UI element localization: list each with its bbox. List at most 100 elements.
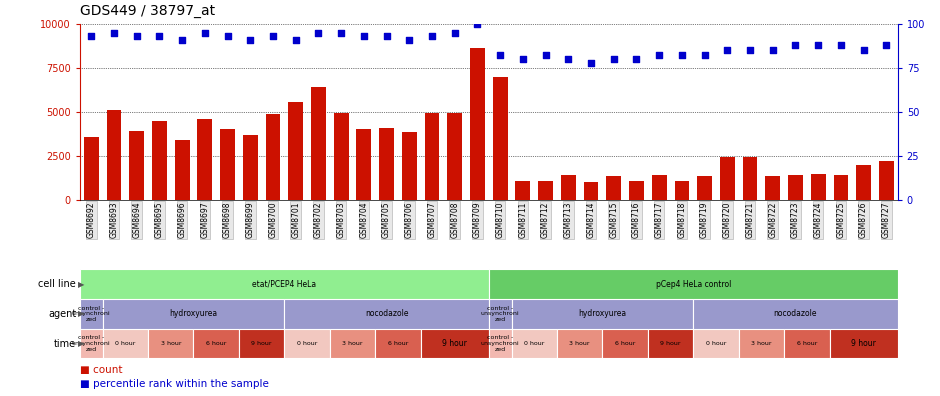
Text: ■ percentile rank within the sample: ■ percentile rank within the sample xyxy=(80,379,269,388)
Point xyxy=(584,59,599,66)
Bar xyxy=(879,161,894,200)
Text: control -
unsynchroni
zed: control - unsynchroni zed xyxy=(72,306,111,322)
Text: hydroxyurea: hydroxyurea xyxy=(578,309,626,318)
Text: 6 hour: 6 hour xyxy=(796,341,817,346)
Text: 9 hour: 9 hour xyxy=(660,341,681,346)
Text: GSM8709: GSM8709 xyxy=(473,201,482,238)
Text: GSM8717: GSM8717 xyxy=(654,201,664,238)
Bar xyxy=(739,329,784,358)
Text: 3 hour: 3 hour xyxy=(751,341,772,346)
Bar xyxy=(743,157,758,200)
Point xyxy=(879,42,894,48)
Point xyxy=(356,33,371,39)
Text: GSM8694: GSM8694 xyxy=(133,201,141,238)
Text: GSM8723: GSM8723 xyxy=(791,201,800,238)
Point xyxy=(265,33,280,39)
Text: GSM8722: GSM8722 xyxy=(768,201,777,238)
Bar xyxy=(651,175,666,200)
Bar xyxy=(334,113,349,200)
Bar xyxy=(311,87,326,200)
Bar xyxy=(356,129,371,200)
Text: ■ count: ■ count xyxy=(80,365,122,375)
Text: 3 hour: 3 hour xyxy=(342,341,363,346)
Text: GSM8718: GSM8718 xyxy=(678,201,686,238)
Text: ▶: ▶ xyxy=(78,339,85,348)
Bar xyxy=(421,329,489,358)
Text: ▶: ▶ xyxy=(78,280,85,289)
Bar xyxy=(102,299,285,329)
Text: 6 hour: 6 hour xyxy=(387,341,408,346)
Bar xyxy=(829,329,898,358)
Bar xyxy=(239,329,284,358)
Text: GSM8699: GSM8699 xyxy=(245,201,255,238)
Point xyxy=(697,52,713,59)
Text: ▶: ▶ xyxy=(78,309,85,318)
Text: 9 hour: 9 hour xyxy=(852,339,876,348)
Text: GSM8703: GSM8703 xyxy=(337,201,346,238)
Point xyxy=(243,36,258,43)
Bar xyxy=(197,119,212,200)
Point xyxy=(629,56,644,62)
Bar xyxy=(693,329,739,358)
Point xyxy=(334,29,349,36)
Bar xyxy=(511,329,556,358)
Bar xyxy=(834,175,848,200)
Point xyxy=(129,33,144,39)
Bar xyxy=(285,299,489,329)
Bar xyxy=(811,173,825,200)
Text: 6 hour: 6 hour xyxy=(615,341,635,346)
Point xyxy=(493,52,508,59)
Bar xyxy=(693,299,898,329)
Point xyxy=(470,21,485,27)
Text: GSM8701: GSM8701 xyxy=(291,201,300,238)
Text: 9 hour: 9 hour xyxy=(443,339,467,348)
Bar xyxy=(697,176,712,200)
Bar xyxy=(425,113,439,200)
Text: GSM8714: GSM8714 xyxy=(587,201,596,238)
Text: GSM8698: GSM8698 xyxy=(223,201,232,238)
Bar xyxy=(489,269,898,299)
Bar xyxy=(80,329,102,358)
Text: GSM8693: GSM8693 xyxy=(109,201,118,238)
Bar xyxy=(80,269,489,299)
Text: nocodazole: nocodazole xyxy=(774,309,817,318)
Text: GSM8704: GSM8704 xyxy=(359,201,368,238)
Bar xyxy=(194,329,239,358)
Bar xyxy=(629,181,644,200)
Text: GSM8724: GSM8724 xyxy=(814,201,822,238)
Bar xyxy=(720,157,735,200)
Text: GSM8719: GSM8719 xyxy=(700,201,709,238)
Text: pCep4 HeLa control: pCep4 HeLa control xyxy=(655,280,731,289)
Point xyxy=(765,47,780,53)
Bar xyxy=(80,299,102,329)
Point xyxy=(651,52,666,59)
Text: GSM8715: GSM8715 xyxy=(609,201,619,238)
Point xyxy=(720,47,735,53)
Text: control -
unsynchroni
zed: control - unsynchroni zed xyxy=(481,335,520,352)
Point xyxy=(447,29,462,36)
Point xyxy=(84,33,99,39)
Point xyxy=(743,47,758,53)
Bar xyxy=(330,329,375,358)
Bar xyxy=(149,329,194,358)
Text: 0 hour: 0 hour xyxy=(297,341,318,346)
Point xyxy=(289,36,304,43)
Point xyxy=(788,42,803,48)
Text: control -
unsynchroni
zed: control - unsynchroni zed xyxy=(481,306,520,322)
Bar xyxy=(603,329,648,358)
Bar xyxy=(489,329,511,358)
Text: 3 hour: 3 hour xyxy=(570,341,590,346)
Bar xyxy=(493,77,508,200)
Text: GSM8720: GSM8720 xyxy=(723,201,732,238)
Text: GSM8721: GSM8721 xyxy=(745,201,755,238)
Bar xyxy=(606,176,621,200)
Text: 0 hour: 0 hour xyxy=(524,341,544,346)
Point xyxy=(810,42,825,48)
Text: GSM8716: GSM8716 xyxy=(632,201,641,238)
Bar xyxy=(788,175,803,200)
Text: control -
unsynchroni
zed: control - unsynchroni zed xyxy=(72,335,111,352)
Bar xyxy=(402,132,416,200)
Bar xyxy=(220,129,235,200)
Bar xyxy=(539,181,553,200)
Text: etat/PCEP4 HeLa: etat/PCEP4 HeLa xyxy=(252,280,317,289)
